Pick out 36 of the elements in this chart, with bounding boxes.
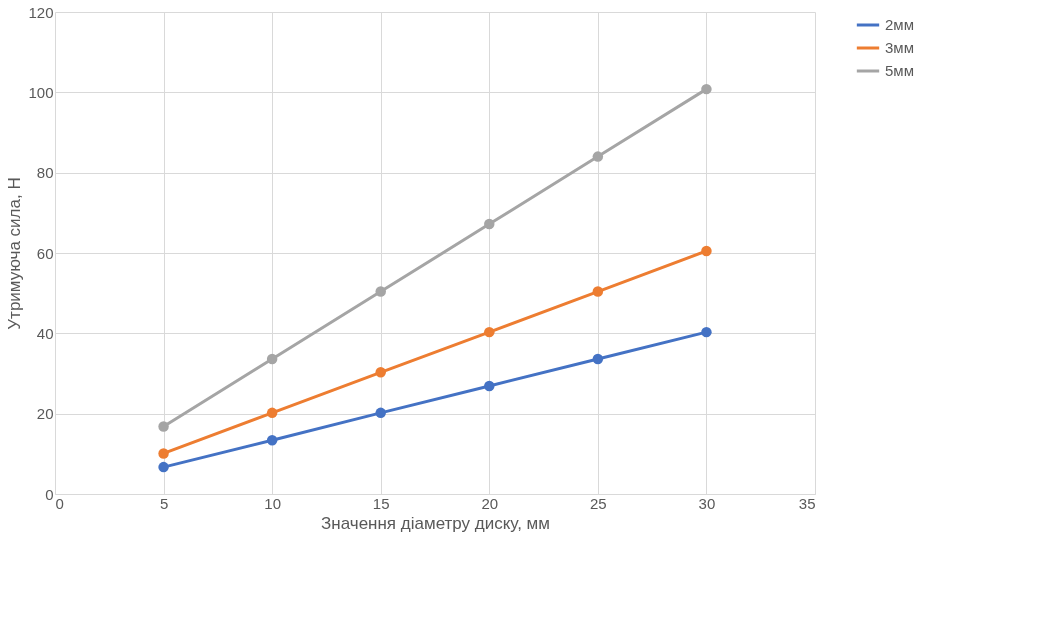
- x-tick-label: 25: [590, 494, 607, 512]
- x-tick-label: 10: [264, 494, 281, 512]
- point: [158, 421, 169, 432]
- point: [266, 407, 278, 419]
- point: [375, 367, 386, 378]
- point: [592, 151, 604, 162]
- point: [158, 461, 169, 473]
- point: [375, 286, 386, 297]
- point: [158, 448, 169, 459]
- legend-label: 3мм: [885, 39, 914, 56]
- x-tick-label: 20: [481, 494, 499, 512]
- y-tick-label: 20: [36, 405, 54, 423]
- y-tick-label: 80: [36, 164, 54, 182]
- point: [266, 353, 278, 365]
- y-tick-label: 60: [36, 244, 54, 262]
- legend-label: 2мм: [885, 16, 914, 33]
- point: [701, 245, 712, 257]
- point: [701, 83, 712, 95]
- x-tick-label: 15: [372, 494, 390, 512]
- x-tick-label: 5: [159, 494, 169, 512]
- point: [484, 380, 495, 392]
- point: [484, 218, 495, 230]
- y-tick-label: 120: [28, 3, 54, 21]
- point: [592, 286, 604, 297]
- y-axis-title: Утримуюча сила, Н: [5, 177, 25, 330]
- point: [375, 407, 386, 419]
- y-tick-label: 100: [28, 83, 54, 101]
- point: [266, 434, 278, 446]
- point: [592, 353, 604, 365]
- x-tick-label: 30: [698, 494, 716, 512]
- x-axis-title: Значення діаметру диску, мм: [321, 513, 550, 533]
- legend-label: 5мм: [885, 62, 914, 79]
- x-tick-label: 35: [798, 494, 816, 512]
- point: [484, 326, 495, 338]
- y-tick-label: 40: [36, 324, 54, 342]
- point: [701, 326, 712, 338]
